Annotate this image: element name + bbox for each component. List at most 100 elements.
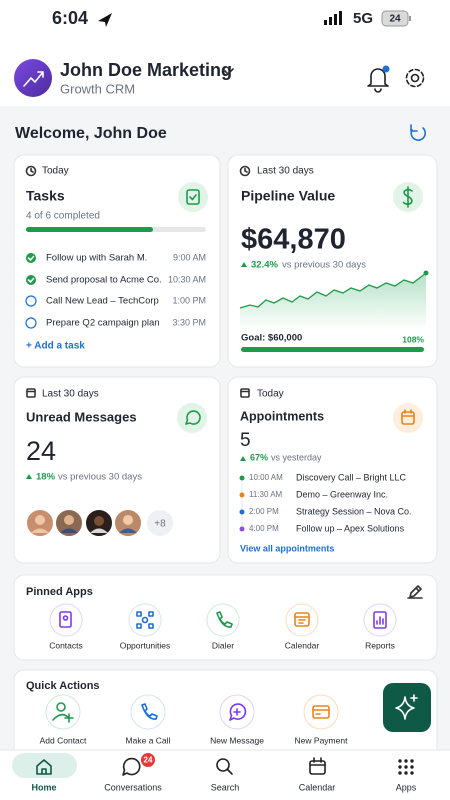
task-row[interactable]: Prepare Q2 campaign plan 3:30 PM [25,317,206,329]
appt-text[interactable]: Strategy Session – Nova Co. [296,506,412,516]
app-button[interactable]: Contacts [49,603,83,650]
account-subtitle: Growth CRM [60,81,135,96]
comparison: vs previous 30 days [58,472,142,483]
task-text: Prepare Q2 campaign plan [46,318,160,329]
goal-bar [241,347,424,352]
notifications-button[interactable] [367,68,389,93]
task-row[interactable]: Follow up with Sarah M. 9:00 AM [26,252,206,264]
welcome: Welcome, John Doe [15,125,167,142]
unread-count: 24 [26,436,56,466]
account-chevron[interactable] [222,68,234,75]
add-task-link[interactable]: + Add a task [26,341,85,352]
period: Last 30 days [257,166,314,177]
account-name[interactable]: John Doe Marketing [60,60,232,80]
ai-assistant-button[interactable] [383,683,431,732]
app-button[interactable]: Opportunities [120,603,171,650]
task-text: Follow up with Sarah M. [46,253,147,264]
action-button[interactable]: New Payment [295,694,349,745]
dollar-icon [402,186,413,208]
dot [239,492,245,498]
up-arrow [241,262,247,267]
tasks-icon [186,189,200,205]
signal-icon [324,11,342,25]
calendar-icon [26,388,36,398]
nav-item[interactable]: Search [211,758,240,792]
nav-label: Conversations [104,782,162,792]
chat-icon [185,410,201,425]
appt-text[interactable]: Follow up – Apex Solutions [296,523,405,533]
appt-text[interactable]: Demo – Greenway Inc. [296,489,388,499]
action-label: New Payment [295,735,349,745]
app-label: Opportunities [120,640,171,650]
calendar-icon-bg [393,403,423,433]
sparkline-end [423,270,429,276]
dot [239,509,245,515]
up-arrow [26,474,32,479]
app-button[interactable]: Calendar [285,603,320,650]
appt-time: 11:30 AM [249,490,283,499]
calendar-icon [401,409,415,425]
chat-icon-bg [177,403,207,433]
contact-avatars[interactable] [25,508,173,538]
appointments-count: 5 [240,430,251,451]
period: Today [42,166,69,177]
network: 5G [353,10,373,27]
card-title: Appointments [240,409,324,423]
edit-button[interactable] [407,585,423,599]
notification-dot [382,65,390,73]
nav-label: Calendar [299,782,336,792]
battery-tip [409,16,411,21]
period: Last 30 days [42,389,99,400]
task-text: Call New Lead – TechCorp [46,296,159,307]
appointments-card [227,376,438,564]
app-button[interactable]: Reports [363,603,397,650]
up-arrow [240,456,246,461]
refresh-button[interactable] [410,124,427,141]
dot [239,475,245,481]
view-all-link[interactable]: View all appointments [240,543,334,553]
nav-item[interactable]: Home [31,759,57,792]
nav-item[interactable]: Calendar [299,757,336,792]
settings-button[interactable] [405,68,425,88]
action-button[interactable]: Make a Call [126,694,171,745]
goal: Goal: $60,000 [241,333,302,344]
clock-icon [239,165,251,177]
action-label: Add Contact [40,735,87,745]
task-row[interactable]: Send proposal to Acme Co. 10:30 AM [26,274,206,286]
comparison: vs yesterday [271,452,322,462]
comparison: vs previous 30 days [282,260,366,271]
company-avatar[interactable] [14,59,52,97]
tasks-card [13,154,221,368]
nav-item[interactable]: 24 Conversations [104,753,162,792]
app-button[interactable]: Dialer [206,603,240,650]
change: 18% [36,472,56,483]
task-row[interactable]: Call New Lead – TechCorp 1:00 PM [25,295,206,307]
card-title: Unread Messages [26,409,137,424]
change: 32.4% [251,260,278,271]
change: 67% [250,452,268,462]
nav-label: Search [211,782,240,792]
section-title: Quick Actions [26,680,100,692]
clock: 6:04 [52,8,88,28]
nav-label: Apps [396,782,417,792]
nav-label: Home [31,782,56,792]
progress-label: 4 of 6 completed [26,211,100,222]
clock-icon [25,165,37,177]
action-label: Make a Call [126,735,171,745]
nav-item[interactable]: Apps [396,759,417,792]
appt-text[interactable]: Discovery Call – Bright LLC [296,472,407,482]
task-time: 3:30 PM [172,317,206,327]
home-pill [12,753,77,778]
sparkline [239,272,427,309]
more-contacts[interactable]: +8 [154,519,166,530]
action-label: New Message [210,735,264,745]
appt-time: 4:00 PM [249,524,279,533]
avatar-icon [23,71,44,87]
action-button[interactable]: Add Contact [40,694,87,745]
action-button[interactable]: New Message [210,694,264,745]
task-time: 9:00 AM [173,252,206,262]
tasks-icon-bg [178,182,208,212]
dot [239,526,245,532]
sparkle-icon [395,694,418,720]
